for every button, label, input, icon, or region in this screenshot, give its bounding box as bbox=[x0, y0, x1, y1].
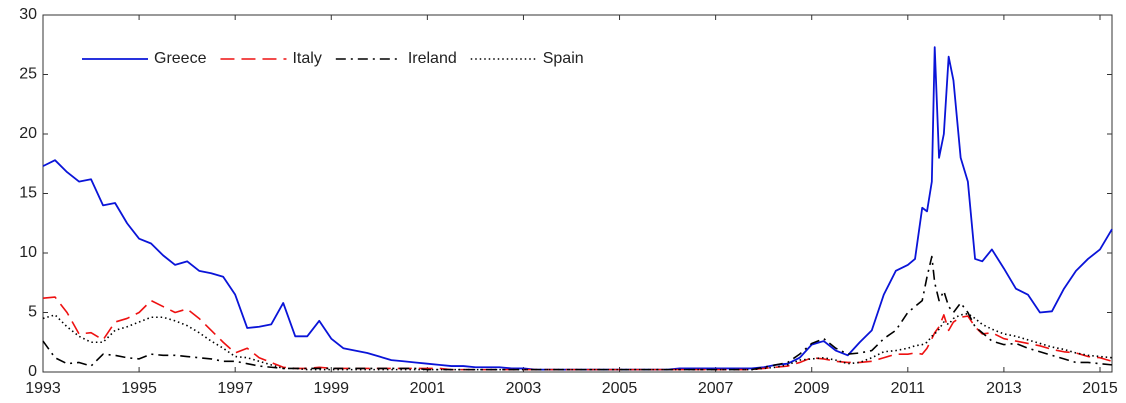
y-tick-label: 10 bbox=[19, 244, 37, 261]
y-tick-label: 20 bbox=[19, 125, 37, 142]
y-tick-label: 0 bbox=[28, 363, 37, 380]
series-line bbox=[42, 312, 1113, 371]
legend-label: Ireland bbox=[408, 50, 457, 67]
legend-label: Greece bbox=[154, 50, 207, 67]
x-tick-label: 2013 bbox=[986, 380, 1022, 397]
x-tick-label: 1997 bbox=[217, 380, 253, 397]
x-tick-label: 2007 bbox=[698, 380, 734, 397]
y-tick-label: 15 bbox=[19, 185, 37, 202]
y-tick-label: 25 bbox=[19, 66, 37, 83]
y-tick-label: 30 bbox=[19, 6, 37, 23]
x-tick-label: 1999 bbox=[313, 380, 349, 397]
legend-label: Italy bbox=[292, 50, 321, 67]
legend-label: Spain bbox=[543, 50, 584, 67]
x-tick-label: 1995 bbox=[121, 380, 157, 397]
x-tick-label: 2011 bbox=[891, 380, 926, 397]
y-tick-label: 5 bbox=[28, 304, 37, 321]
x-tick-label: 2003 bbox=[506, 380, 542, 397]
x-tick-label: 2015 bbox=[1082, 380, 1118, 397]
x-tick-label: 2009 bbox=[794, 380, 830, 397]
series-line bbox=[42, 46, 1113, 371]
x-tick-label: 2001 bbox=[410, 380, 446, 397]
x-tick-label: 1993 bbox=[25, 380, 61, 397]
x-tick-label: 2005 bbox=[602, 380, 638, 397]
series-line bbox=[42, 255, 1113, 371]
